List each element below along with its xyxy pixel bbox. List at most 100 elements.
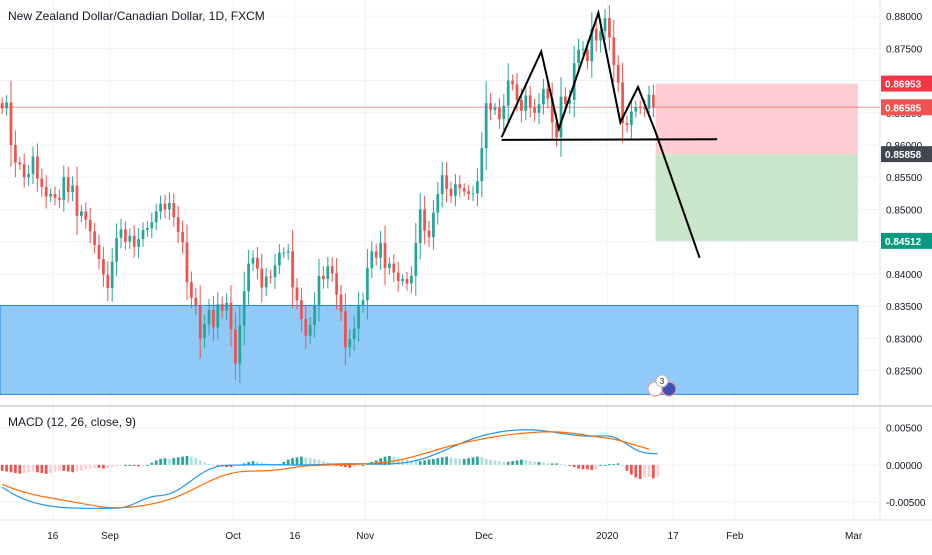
signal-line [1,431,650,509]
candle-body [124,229,127,242]
candle-body [110,261,114,289]
candle-body [524,95,528,111]
candle-body [220,304,224,311]
macd-histogram-bar [603,464,607,466]
event-badge[interactable]: 3 [647,374,677,397]
candle [542,78,545,115]
candle-body [586,48,589,62]
macd-title: MACD (12, 26, close, 9) [8,415,136,429]
macd-histogram-bar [480,457,484,465]
candle [176,205,180,244]
macd-histogram-bar [317,459,321,465]
time-tick-label: 17 [668,531,680,542]
macd-histogram-bar [106,464,110,468]
macd-histogram-bar [432,458,435,465]
macd-histogram-bar [467,458,470,465]
price-tag-bg [881,146,932,163]
candle [401,274,404,286]
candle [625,115,629,133]
candle [445,162,448,203]
candle-body [550,98,554,123]
candle [150,212,154,238]
macd-histogram-bar [379,458,382,465]
price-tag-label: 0.85858 [885,150,922,161]
candle [0,97,4,114]
candle-body [264,276,268,288]
macd-histogram-bar [242,463,246,465]
candle [603,8,607,41]
macd-histogram-bar [520,459,523,465]
macd-histogram-bar [198,460,202,465]
candle [110,247,114,302]
candle [432,200,435,250]
candle [392,254,396,282]
macd-histogram-bar [71,464,74,473]
candle [88,207,92,244]
price-tag-label: 0.84512 [885,237,922,248]
macd-histogram-bar [212,464,215,466]
macd-histogram-bar [590,464,594,471]
macd-histogram-bar [555,463,558,465]
macd-histogram-bar [502,461,506,465]
candle [295,278,299,310]
candle [330,257,334,282]
candle-body [53,193,57,198]
support-zone [0,305,858,395]
macd-histogram-bar [568,464,572,466]
candle [220,296,224,319]
candle [14,130,17,177]
macd-histogram-bar [445,456,448,465]
candle-body [542,88,545,105]
macd-histogram-bar [357,464,360,467]
candle-body [304,319,308,336]
candle [44,174,48,209]
candle [300,287,303,332]
candle [190,271,193,309]
candle [238,305,242,383]
macd-histogram-bar [542,462,545,465]
macd-histogram-bar [599,464,602,466]
candle-body [616,65,620,83]
candle [115,223,118,277]
macd-histogram-bar [484,458,488,465]
macd-histogram-bar [625,464,629,471]
candle-body [396,272,400,281]
candle-body [229,302,233,330]
candle-body [9,102,13,145]
candle [291,230,294,309]
symbol-title: New Zealand Dollar/Canadian Dollar, 1D, … [8,9,265,23]
macd-histogram-bar [159,458,162,465]
candle-body [31,156,35,174]
macd-histogram-bar [564,464,567,466]
candle-body [295,287,299,301]
candle [198,285,202,359]
candle [93,222,96,254]
candle-body [339,294,343,312]
candle-body [462,188,466,192]
time-tick-label: 16 [289,531,301,542]
candle [506,63,510,123]
macd-histogram-bar [630,464,633,475]
candle-body [93,231,96,245]
candle [27,165,30,187]
price-tick-label: 0.85000 [886,205,923,216]
candle [216,292,220,340]
candle [22,153,26,188]
event-count-bubble [655,374,669,388]
candle [5,95,8,116]
candle [322,266,325,289]
candle [467,185,470,201]
candle [652,84,655,118]
macd-histogram-bar [458,458,462,465]
macd-histogram-bar [0,464,4,471]
macd-histogram-bar [418,461,422,465]
macd-histogram-bar [110,464,114,468]
candle-body [440,175,444,194]
candle-body [370,251,374,269]
candle-body [432,212,435,238]
candle-body [638,106,642,108]
candle-body [106,274,110,289]
price-tick-label: 0.84000 [886,270,923,281]
